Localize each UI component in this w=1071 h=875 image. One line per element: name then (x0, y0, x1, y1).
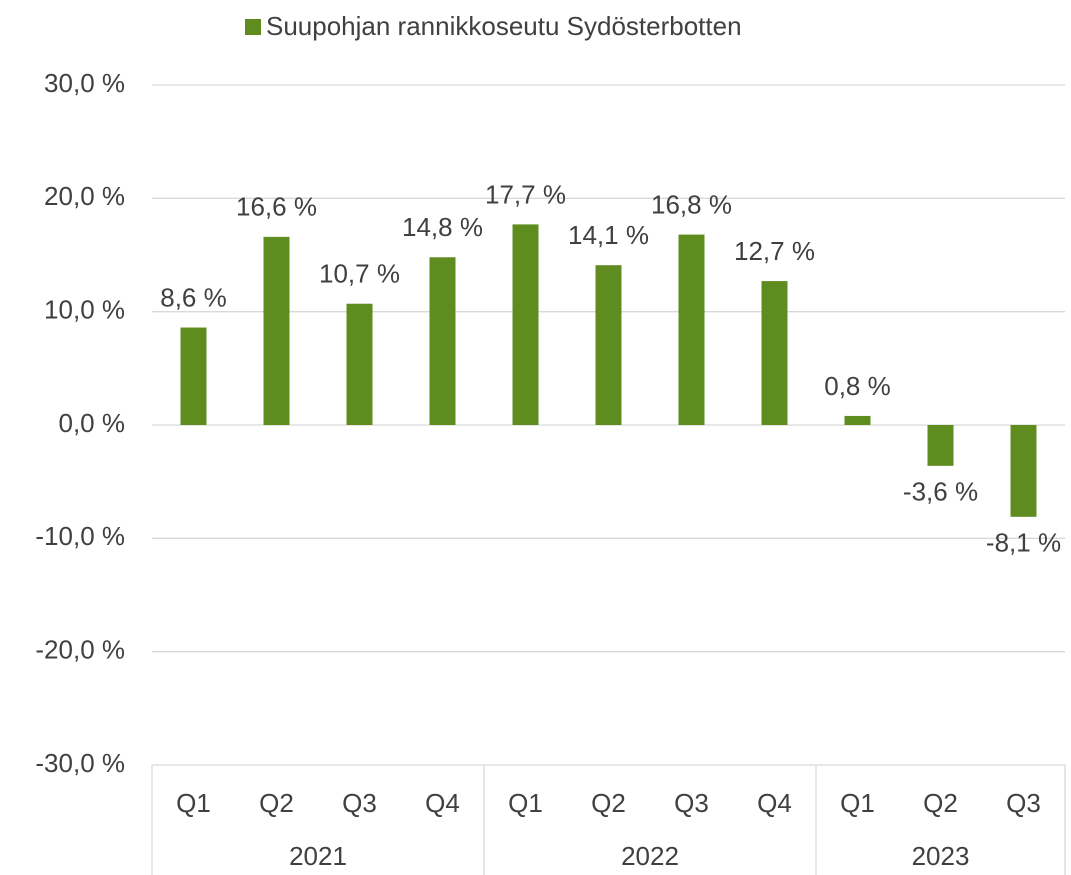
bar (180, 327, 207, 425)
y-tick-label: 30,0 % (44, 68, 125, 98)
group-label: 2023 (912, 841, 970, 871)
bar (927, 425, 954, 466)
data-label: 14,1 % (568, 220, 649, 250)
group-label: 2022 (621, 841, 679, 871)
data-label: 16,6 % (236, 192, 317, 222)
legend-swatch (245, 19, 261, 35)
y-tick-label: 20,0 % (44, 181, 125, 211)
data-label: 12,7 % (734, 236, 815, 266)
y-tick-label: 0,0 % (59, 408, 126, 438)
x-tick-label: Q1 (840, 788, 875, 818)
group-label: 2021 (289, 841, 347, 871)
y-tick-label: -10,0 % (35, 521, 125, 551)
data-label: 0,8 % (824, 371, 891, 401)
x-tick-label: Q1 (176, 788, 211, 818)
data-label: 17,7 % (485, 179, 566, 209)
x-tick-label: Q2 (923, 788, 958, 818)
bar (263, 236, 290, 425)
bar (844, 415, 871, 425)
bar (1010, 425, 1037, 517)
y-tick-label: -30,0 % (35, 748, 125, 778)
bar (512, 224, 539, 425)
x-tick-label: Q2 (591, 788, 626, 818)
x-tick-label: Q2 (259, 788, 294, 818)
legend-label: Suupohjan rannikkoseutu Sydösterbotten (266, 11, 742, 41)
bar (761, 281, 788, 425)
y-tick-label: 10,0 % (44, 295, 125, 325)
data-label: 14,8 % (402, 212, 483, 242)
data-label: -8,1 % (986, 528, 1061, 558)
bar (346, 303, 373, 425)
x-tick-label: Q3 (342, 788, 377, 818)
y-tick-label: -20,0 % (35, 635, 125, 665)
x-tick-label: Q3 (1006, 788, 1041, 818)
bar (429, 257, 456, 425)
x-tick-label: Q4 (425, 788, 460, 818)
data-label: 16,8 % (651, 189, 732, 219)
x-tick-label: Q3 (674, 788, 709, 818)
data-label: 10,7 % (319, 259, 400, 289)
x-tick-label: Q1 (508, 788, 543, 818)
bar (595, 265, 622, 425)
data-label: 8,6 % (160, 282, 227, 312)
x-tick-label: Q4 (757, 788, 792, 818)
bar (678, 234, 705, 425)
data-label: -3,6 % (903, 477, 978, 507)
